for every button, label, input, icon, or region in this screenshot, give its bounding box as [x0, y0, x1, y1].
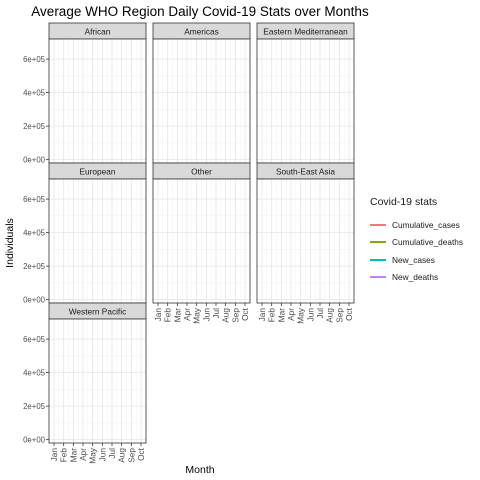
facet-panel: Western Pacific 0e+00 2e+05 4e+05 6e+05 Jan Fe…	[23, 302, 147, 464]
x-tick-label: Feb	[163, 308, 173, 323]
legend-title: Covid-19 stats	[370, 196, 438, 208]
x-tick-label: Jun	[305, 308, 315, 322]
x-tick-label: Jul	[211, 308, 221, 319]
x-tick-label: May	[88, 447, 98, 464]
y-tick-label: 4e+05	[23, 369, 46, 378]
legend-label: New_deaths	[392, 272, 439, 283]
x-tick-label: Oct	[344, 307, 354, 321]
x-tick-label: Jan	[257, 308, 267, 322]
x-tick-label: Oct	[240, 307, 250, 321]
y-tick-label: 2e+05	[23, 402, 46, 411]
x-tick-label: Jun	[201, 308, 211, 322]
x-tick-label: Aug	[117, 448, 127, 463]
x-axis-title: Month	[185, 464, 214, 476]
x-tick-label: Sep	[230, 308, 240, 323]
legend-item-cumulative-cases: Cumulative_cases	[370, 216, 478, 234]
legend-item-cumulative-deaths: Cumulative_deaths	[370, 234, 478, 252]
facet-panel: South-East Asia Jan Feb Mar Apr May Jun Jul Aug S…	[256, 162, 355, 324]
x-tick-label: May	[192, 307, 202, 324]
y-tick-label: 4e+05	[23, 229, 46, 238]
x-tick-label: Aug	[325, 308, 335, 323]
x-tick-label: May	[296, 307, 306, 324]
y-tick-label: 6e+05	[23, 55, 46, 64]
x-tick-label: Mar	[172, 308, 182, 323]
x-tick-label: Jul	[107, 448, 117, 459]
legend: Covid-19 stats Cumulative_cases Cumulati…	[370, 196, 478, 286]
legend-label: New_cases	[392, 254, 435, 265]
facet-panel: African 0e+00 2e+05 4e+05 6e+05	[23, 22, 147, 165]
y-tick-label: 0e+00	[23, 436, 46, 445]
facet-label: South-East Asia	[276, 167, 335, 177]
facet-label: Americas	[184, 27, 219, 37]
y-axis-title: Individuals	[4, 218, 16, 268]
panel-border	[152, 178, 251, 304]
facet-panels: African 0e+00 2e+05 4e+05 6e+05 Americas Easte…	[23, 22, 355, 464]
legend-key-line	[370, 258, 386, 261]
y-tick-label: 0e+00	[23, 296, 46, 305]
facet-label: Eastern Mediterranean	[263, 27, 348, 37]
x-tick-label: Mar	[68, 448, 78, 463]
chart-title: Average WHO Region Daily Covid-19 Stats …	[31, 4, 369, 19]
y-tick-label: 4e+05	[23, 89, 46, 98]
x-tick-label: Feb	[267, 308, 277, 323]
facet-panel: Americas	[152, 22, 251, 164]
x-tick-label: Mar	[276, 308, 286, 323]
x-tick-label: Feb	[59, 448, 69, 463]
facet-label: European	[80, 167, 116, 177]
y-tick-label: 6e+05	[23, 335, 46, 344]
panel-border	[256, 178, 355, 304]
y-tick-label: 6e+05	[23, 195, 46, 204]
facet-panel: Other Jan Feb Mar Apr May Jun Jul Aug Sep Oct	[152, 162, 251, 324]
legend-key-line	[370, 223, 386, 226]
legend-item-new-cases: New_cases	[370, 251, 478, 269]
y-tick-label: 0e+00	[23, 156, 46, 165]
x-tick-label: Apr	[182, 308, 192, 321]
legend-label: Cumulative_cases	[392, 219, 460, 230]
legend-key-line	[370, 241, 386, 244]
legend-item-new-deaths: New_deaths	[370, 269, 478, 287]
x-tick-label: Apr	[78, 448, 88, 461]
x-tick-label: Jun	[97, 448, 107, 462]
x-tick-label: Jul	[315, 308, 325, 319]
facet-label: African	[85, 27, 111, 37]
legend-label: Cumulative_deaths	[392, 237, 464, 248]
legend-key-line	[370, 276, 386, 279]
facet-panel: European 0e+00 2e+05 4e+05 6e+05	[23, 162, 147, 305]
x-tick-label: Oct	[136, 447, 146, 461]
facet-label: Western Pacific	[69, 307, 126, 317]
x-tick-label: Sep	[334, 308, 344, 323]
panel-border	[48, 318, 147, 444]
x-tick-label: Jan	[49, 448, 59, 462]
x-tick-label: Aug	[221, 308, 231, 323]
y-tick-label: 2e+05	[23, 122, 46, 131]
y-tick-label: 2e+05	[23, 262, 46, 271]
x-tick-label: Sep	[126, 448, 136, 463]
facet-label: Other	[191, 167, 212, 177]
facet-panel: Eastern Mediterranean	[256, 22, 355, 164]
x-tick-label: Apr	[286, 308, 296, 321]
x-tick-label: Jan	[153, 308, 163, 322]
